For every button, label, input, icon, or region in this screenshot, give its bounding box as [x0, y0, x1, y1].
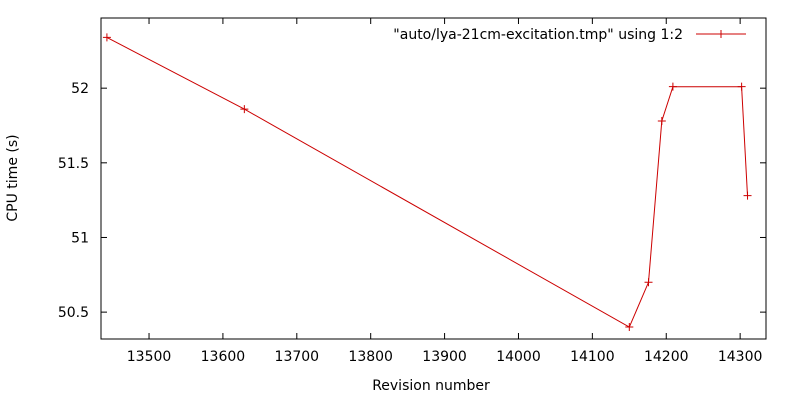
y-tick-label: 50.5 [58, 305, 89, 321]
y-tick-label: 52 [71, 81, 89, 97]
x-tick-label: 14200 [644, 349, 689, 365]
legend-marker [717, 30, 725, 38]
data-point [240, 105, 249, 114]
x-tick-label: 13600 [201, 349, 246, 365]
plot-frame [100, 17, 767, 340]
x-axis: 13500 13600 13700 13800 13900 14000 14100 14200… [127, 18, 763, 365]
x-tick-label: 14000 [496, 349, 541, 365]
data-point [625, 323, 634, 332]
y-axis: 50.5 51 51.5 52 [58, 81, 766, 321]
data-point [668, 82, 677, 91]
series-line [106, 36, 748, 328]
legend-label: "auto/lya-21cm-excitation.tmp" using 1:2 [393, 27, 683, 43]
x-tick-label: 13700 [275, 349, 320, 365]
data-point [644, 278, 653, 287]
x-tick-label: 13800 [348, 349, 393, 365]
x-tick-label: 13900 [422, 349, 467, 365]
data-point [657, 117, 666, 126]
y-tick-label: 51 [71, 230, 89, 246]
data-point [102, 33, 111, 42]
series-layer [102, 33, 752, 332]
x-tick-label: 14100 [570, 349, 615, 365]
data-point [743, 191, 752, 200]
legend: "auto/lya-21cm-excitation.tmp" using 1:2 [393, 27, 746, 43]
x-tick-label: 14300 [718, 349, 763, 365]
y-axis-label: CPU time (s) [5, 134, 21, 221]
x-axis-label: Revision number [372, 378, 490, 394]
y-tick-label: 51.5 [58, 156, 89, 172]
data-point [737, 82, 746, 91]
x-tick-label: 13500 [127, 349, 172, 365]
